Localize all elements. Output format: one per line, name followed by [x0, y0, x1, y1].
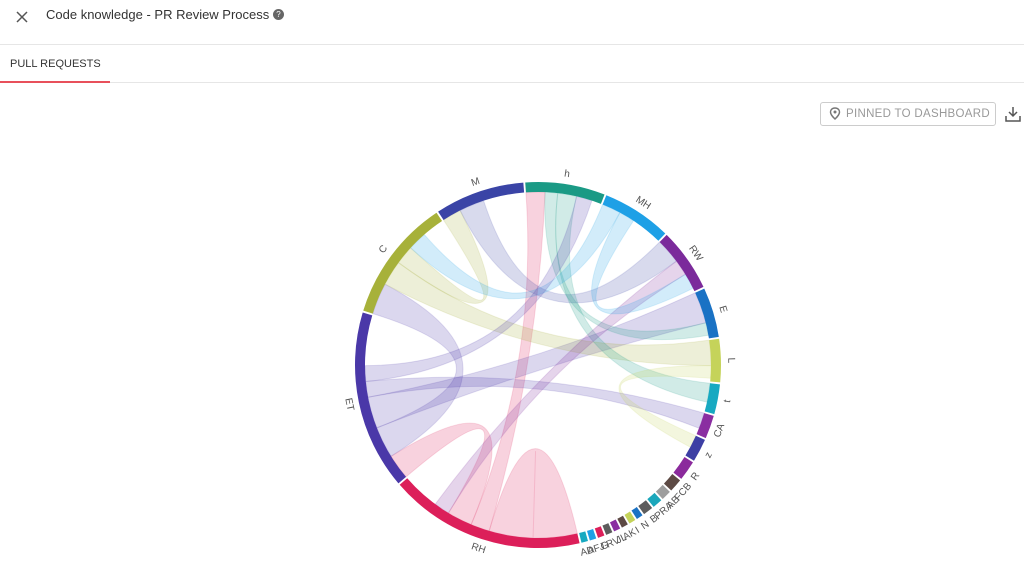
- group-label: RW: [686, 244, 705, 264]
- group-arc: [363, 212, 443, 314]
- svg-text:?: ?: [276, 10, 281, 19]
- group-arc: [609, 519, 621, 532]
- group-arc: [602, 523, 613, 535]
- group-label: RV: [605, 535, 622, 551]
- group-arc: [638, 500, 653, 515]
- pinned-label: PINNED TO DASHBOARD: [846, 108, 990, 120]
- ribbon: [372, 283, 464, 457]
- group-label: N: [639, 519, 651, 532]
- group-label: JL: [614, 532, 629, 547]
- group-arc: [709, 338, 721, 383]
- group-label: CA: [712, 422, 727, 439]
- ribbon: [544, 191, 709, 341]
- pinned-button[interactable]: PINNED TO DASHBOARD: [820, 102, 996, 126]
- group-arc: [695, 288, 719, 339]
- ribbon: [409, 203, 621, 300]
- help-icon[interactable]: ?: [272, 9, 284, 20]
- group-label: AD: [579, 545, 595, 559]
- group-arc: [673, 457, 693, 479]
- header: Code knowledge - PR Review Process ?: [0, 0, 1024, 45]
- group-label: AK: [621, 527, 638, 543]
- group-label: L: [725, 357, 736, 363]
- group-arc: [602, 195, 666, 241]
- pin-icon: [829, 107, 841, 121]
- group-label: G: [599, 540, 610, 553]
- group-arc: [696, 413, 714, 439]
- group-arc: [525, 181, 605, 204]
- download-button[interactable]: [1004, 105, 1022, 123]
- group-arc: [355, 312, 407, 484]
- ribbon: [364, 195, 593, 383]
- group-arc: [438, 182, 525, 221]
- group-label: ET: [342, 397, 355, 412]
- ribbon: [390, 422, 493, 526]
- group-arc: [659, 234, 704, 292]
- group-label: MH: [634, 194, 653, 212]
- ribbons: [364, 191, 712, 539]
- ribbon: [591, 211, 694, 315]
- group-arc: [624, 511, 636, 524]
- group-arc: [399, 478, 580, 548]
- group-label: R: [689, 470, 702, 482]
- group-label: PRA: [653, 500, 676, 522]
- ribbon: [618, 365, 712, 448]
- group-label: I: [634, 525, 642, 536]
- title: Code knowledge - PR Review Process ?: [46, 7, 284, 22]
- ribbon: [365, 376, 705, 429]
- group-arc: [685, 435, 705, 461]
- group-label: M: [470, 176, 481, 189]
- group-arc: [579, 531, 588, 543]
- group-arc: [594, 526, 605, 538]
- group-label: AB: [665, 494, 682, 511]
- group-label: E: [716, 305, 729, 315]
- group-label: FCB: [673, 481, 695, 504]
- group-arc: [663, 474, 681, 491]
- ribbon: [470, 191, 546, 532]
- group-label: RH: [470, 541, 487, 556]
- group-label: h: [563, 168, 570, 180]
- group-label: C: [377, 243, 390, 255]
- group-label: z: [703, 450, 715, 460]
- group-label: AFJ: [586, 541, 606, 557]
- ribbon: [397, 209, 489, 304]
- group-label: t: [722, 399, 733, 404]
- group-label: B: [648, 513, 660, 526]
- tab[interactable]: PULL REQUESTS: [0, 45, 110, 83]
- group-arc: [631, 507, 643, 519]
- ribbon: [367, 292, 707, 429]
- ribbon: [459, 200, 678, 304]
- ribbon: [488, 448, 578, 539]
- group-arc: [655, 484, 670, 499]
- group-arc: [617, 515, 628, 528]
- ribbon: [555, 192, 711, 403]
- group-arc: [647, 492, 662, 507]
- close-button[interactable]: [12, 7, 32, 27]
- title-text: Code knowledge - PR Review Process: [46, 7, 270, 22]
- ribbon: [434, 260, 687, 514]
- group-arc: [586, 528, 597, 541]
- group-arc: [704, 383, 720, 415]
- ribbon: [384, 261, 712, 367]
- tab-bar: PULL REQUESTS: [0, 45, 1024, 83]
